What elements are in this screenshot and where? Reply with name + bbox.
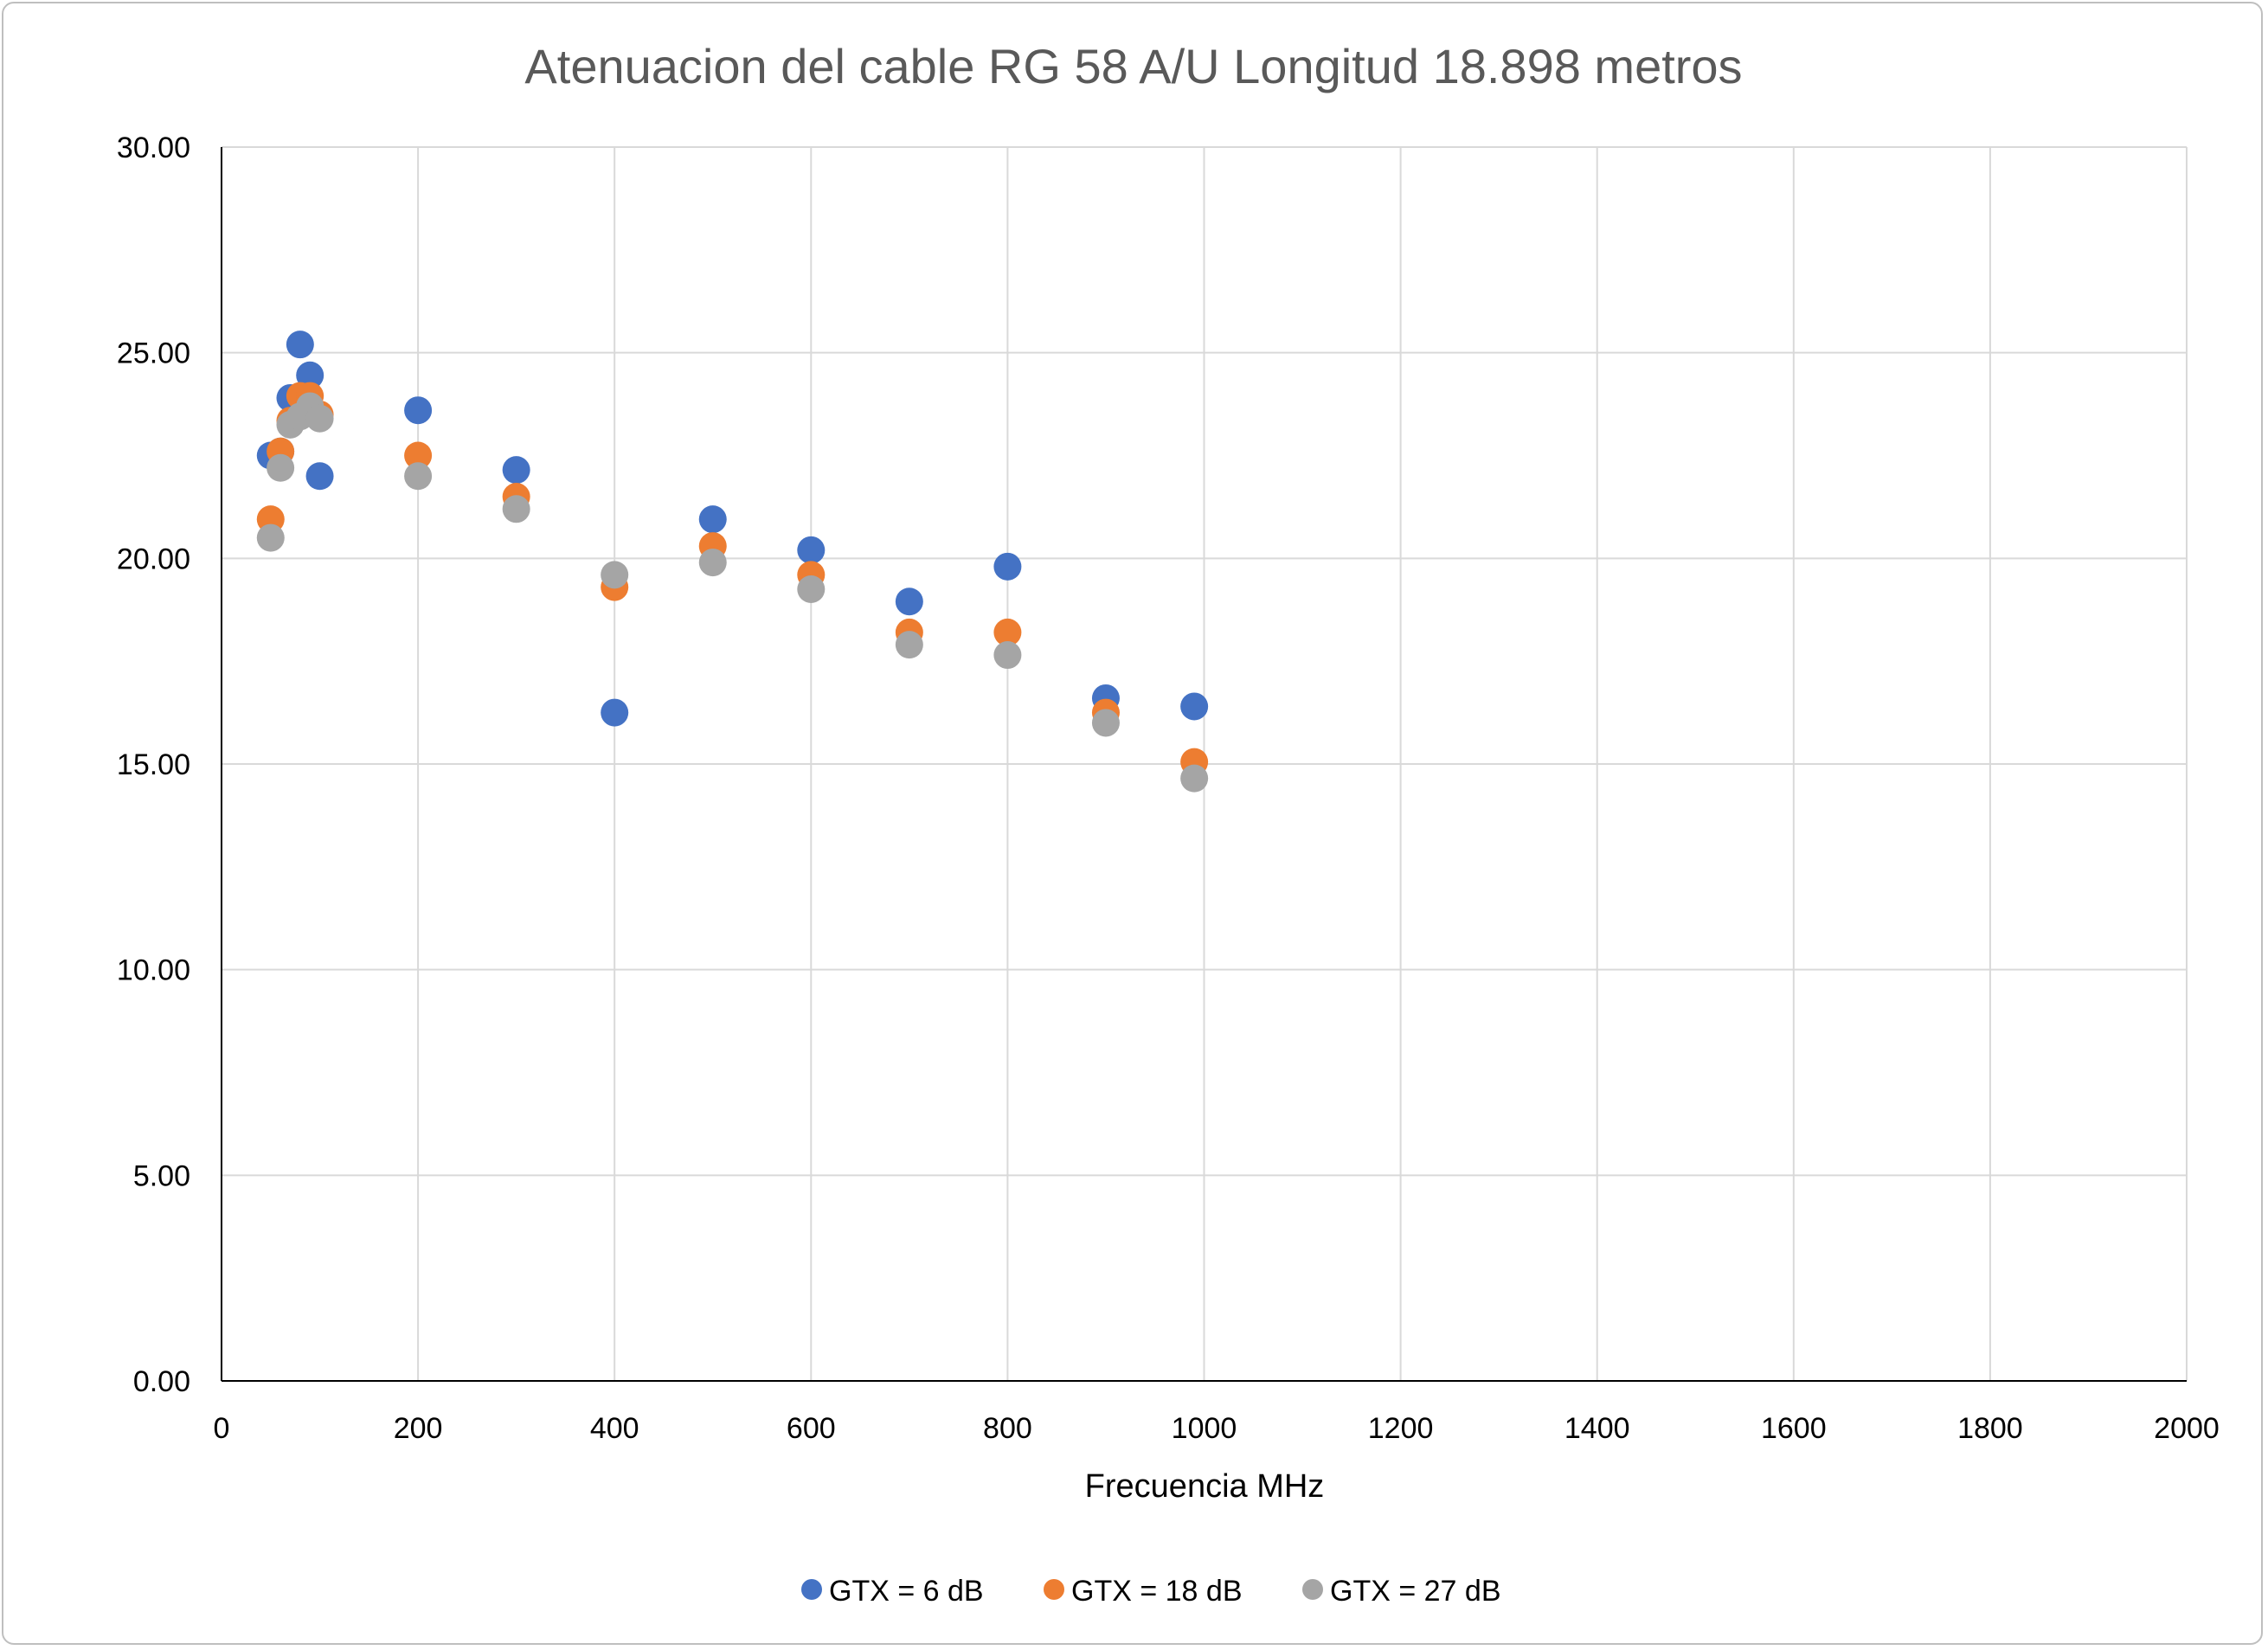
x-tick-label: 1400 bbox=[1564, 1412, 1630, 1445]
x-tick-label: 2000 bbox=[2154, 1412, 2220, 1445]
data-point bbox=[267, 453, 295, 482]
data-point bbox=[797, 536, 826, 564]
x-tick-label: 400 bbox=[590, 1412, 639, 1445]
axes bbox=[221, 147, 2187, 1382]
x-tick-labels: 0 200 400 600 800 1000 1200 1400 1600 1800 2000 bbox=[214, 1412, 2220, 1445]
y-tick-label: 20.00 bbox=[117, 543, 190, 575]
data-point bbox=[993, 618, 1022, 646]
data-point bbox=[601, 698, 629, 727]
y-tick-label: 15.00 bbox=[117, 748, 190, 781]
legend-marker bbox=[801, 1579, 822, 1600]
data-point bbox=[993, 552, 1022, 581]
x-tick-label: 1200 bbox=[1368, 1412, 1434, 1445]
data-point bbox=[502, 495, 530, 523]
legend-marker bbox=[1044, 1579, 1064, 1600]
data-point bbox=[601, 561, 629, 589]
x-tick-label: 0 bbox=[214, 1412, 230, 1445]
legend-label: GTX = 18 dB bbox=[1071, 1575, 1243, 1608]
x-axis-title: Frecuencia MHz bbox=[1085, 1468, 1325, 1505]
x-tick-label: 1000 bbox=[1172, 1412, 1237, 1445]
data-point bbox=[895, 631, 923, 659]
data-point bbox=[296, 361, 324, 389]
y-tick-label: 0.00 bbox=[133, 1365, 190, 1398]
data-point bbox=[1180, 692, 1209, 721]
legend-entry: GTX = 18 dB bbox=[1044, 1575, 1243, 1608]
legend-label: GTX = 27 dB bbox=[1330, 1575, 1501, 1608]
chart-title: Atenuacion del cable RG 58 A/U Longitud … bbox=[524, 39, 1742, 93]
legend-entry: GTX = 27 dB bbox=[1302, 1575, 1501, 1608]
x-tick-label: 1600 bbox=[1761, 1412, 1827, 1445]
data-point bbox=[305, 462, 334, 491]
y-tick-label: 30.00 bbox=[117, 132, 190, 164]
x-tick-label: 200 bbox=[394, 1412, 443, 1445]
x-tick-label: 1800 bbox=[1957, 1412, 2023, 1445]
legend-marker bbox=[1302, 1579, 1323, 1600]
data-point bbox=[404, 441, 433, 470]
data-point bbox=[993, 641, 1022, 670]
data-point bbox=[404, 462, 433, 491]
data-point bbox=[286, 331, 314, 359]
y-tick-label: 10.00 bbox=[117, 954, 190, 987]
series-1 bbox=[256, 331, 1209, 727]
data-point bbox=[895, 587, 923, 616]
legend-entry: GTX = 6 dB bbox=[801, 1575, 984, 1608]
x-tick-label: 600 bbox=[787, 1412, 836, 1445]
data-points bbox=[256, 331, 1209, 793]
data-point bbox=[404, 396, 433, 425]
legend-label: GTX = 6 dB bbox=[829, 1575, 984, 1608]
y-tick-label: 25.00 bbox=[117, 337, 190, 370]
gridlines bbox=[222, 146, 2188, 1381]
data-point bbox=[1091, 709, 1120, 737]
data-point bbox=[698, 505, 727, 534]
x-tick-label: 800 bbox=[983, 1412, 1032, 1445]
data-point bbox=[256, 523, 285, 552]
legend: GTX = 6 dB GTX = 18 dB GTX = 27 dB bbox=[801, 1575, 1501, 1608]
data-point bbox=[502, 456, 530, 485]
series-3 bbox=[256, 392, 1209, 793]
y-tick-label: 5.00 bbox=[133, 1159, 190, 1192]
data-point bbox=[797, 575, 826, 603]
data-point bbox=[698, 549, 727, 577]
data-point bbox=[305, 404, 334, 433]
y-tick-labels: 0.00 5.00 10.00 15.00 20.00 25.00 30.00 bbox=[117, 132, 190, 1398]
data-point bbox=[1180, 764, 1209, 793]
series-2 bbox=[256, 382, 1209, 776]
